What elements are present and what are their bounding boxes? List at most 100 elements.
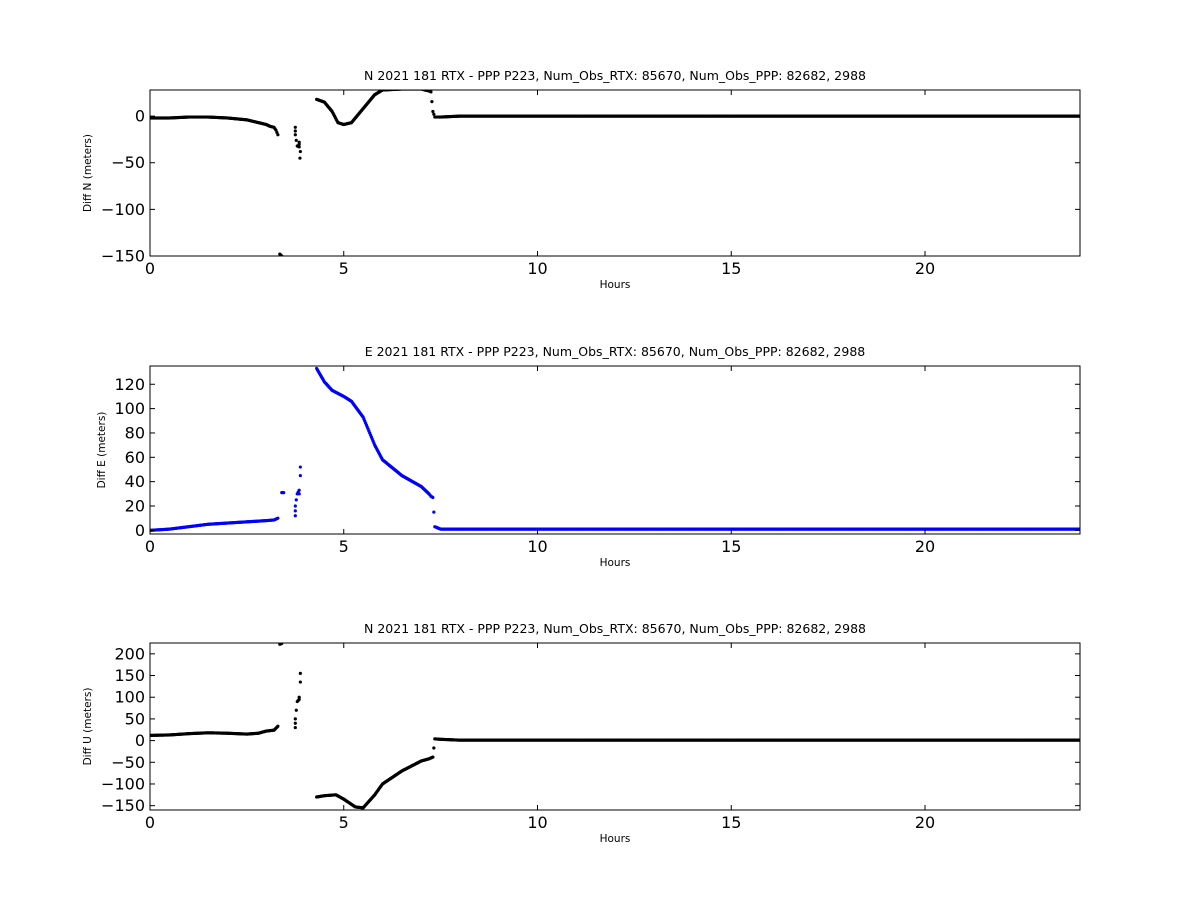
data-point [298,149,302,154]
data-point [297,492,301,496]
x-tick-label: 0 [145,813,155,832]
data-point [280,643,284,646]
y-axis-label: Diff U (meters) [82,688,94,766]
data-point [294,708,298,712]
data-point [297,140,301,144]
data-series-2 [280,491,286,495]
y-tick-label: 0 [135,107,145,126]
subplot-2: 0 5 10 15 20 0 20 40 60 80 100 120 E 2021 181 RTX - … [96,344,1081,569]
x-tick-label: 10 [527,537,547,556]
y-tick-label: 60 [125,448,145,467]
x-tick-label: 0 [145,537,155,556]
y-tick-label: 20 [125,497,145,516]
data-point [297,145,301,149]
x-tick-label: 15 [721,537,741,556]
data-series-group [150,366,1080,532]
x-axis-label: Hours [600,279,631,291]
subplot-title: N 2021 181 RTX - PPP P223, Num_Obs_RTX: … [364,68,866,83]
data-point [276,516,280,520]
data-point [293,721,297,725]
data-series-2 [278,643,284,646]
data-series-4 [315,90,1080,127]
x-tick-label: 20 [915,537,935,556]
data-series-1 [150,115,280,137]
y-tick-label: −100 [101,774,145,793]
y-axis-label: Diff N (meters) [82,134,94,212]
y-tick-label: 100 [114,688,145,707]
y-tick-label: 100 [114,399,145,418]
data-point [282,491,286,495]
data-point [298,680,302,684]
x-tick-label: 5 [339,813,349,832]
data-point [293,129,297,133]
y-tick-label: 50 [125,709,145,728]
data-point [431,109,435,114]
y-tick-label: −150 [101,247,145,266]
data-point [293,725,297,730]
data-point [294,138,298,142]
x-tick-label: 20 [915,259,935,278]
data-point [429,90,433,94]
x-tick-label: 15 [721,259,741,278]
subplot-title: E 2021 181 RTX - PPP P223, Num_Obs_RTX: … [365,344,866,359]
data-series-group [150,643,1080,810]
x-axis-label: Hours [600,833,631,845]
x-tick-label: 0 [145,259,155,278]
data-point [293,514,297,518]
y-tick-label: 150 [114,666,145,685]
data-series-4 [315,366,1080,531]
data-series-1 [150,516,280,532]
data-point [293,509,297,513]
data-point [432,746,436,750]
data-point [298,465,302,469]
y-tick-label: −100 [101,200,145,219]
data-point [276,724,280,728]
data-point [297,695,301,699]
data-point [276,133,280,137]
y-tick-label: −150 [101,796,145,815]
data-point [297,488,301,492]
plot-frame [149,365,1081,535]
data-point [432,112,436,116]
data-point [293,125,297,129]
data-series-group [150,90,1080,256]
data-series-4 [315,737,1080,810]
subplot-3: 0 5 10 15 20 200 150 100 50 0 −50 −100 −150 N 2021 18… [82,621,1081,845]
y-tick-label: −50 [111,753,145,772]
data-point [431,495,435,500]
data-series-3 [293,465,302,518]
y-tick-label: 80 [125,423,145,442]
data-point [432,510,436,514]
x-tick-label: 5 [339,537,349,556]
data-series-1 [150,724,280,737]
data-point [298,671,302,675]
x-tick-label: 15 [721,813,741,832]
y-axis-label: Diff E (meters) [96,412,108,489]
x-axis-label: Hours [600,557,631,569]
y-tick-label: 120 [114,375,145,394]
x-tick-label: 5 [339,259,349,278]
x-tick-label: 20 [915,813,935,832]
plot-frame [149,89,1081,257]
subplot-1: 0 5 10 15 20 0 −50 −100 −150 N 2021 181 RTX - PPP… [82,68,1081,291]
y-tick-label: 40 [125,472,145,491]
data-point [293,504,297,508]
x-tick-label: 10 [527,813,547,832]
data-series-3 [293,125,302,160]
y-tick-label: 0 [135,731,145,750]
y-tick-label: 200 [114,644,145,663]
data-point [431,755,435,759]
data-series-3 [293,671,302,730]
data-point [430,100,434,104]
data-point [293,133,297,137]
y-tick-label: −50 [111,153,145,172]
data-point [298,473,302,478]
data-point [294,498,298,502]
subplot-title: N 2021 181 RTX - PPP P223, Num_Obs_RTX: … [364,621,866,636]
data-point [293,717,297,721]
data-point [298,156,302,160]
y-tick-label: 0 [135,521,145,540]
x-tick-label: 10 [527,259,547,278]
